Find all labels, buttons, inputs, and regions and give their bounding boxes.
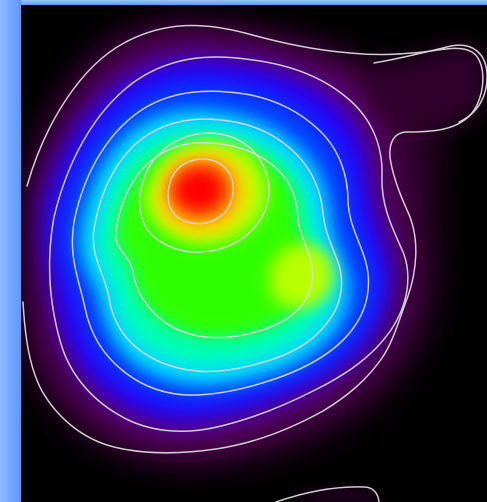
heatmap-fills xyxy=(21,21,487,502)
contour-blue xyxy=(71,90,370,396)
red-peak-region xyxy=(173,168,223,211)
lime-lobe-right xyxy=(268,243,335,309)
contour-core xyxy=(167,158,235,225)
contour-outer-violet xyxy=(48,56,409,432)
contour-lines xyxy=(22,24,487,502)
bottom-right-halo-fragment xyxy=(283,488,381,502)
contour-outer xyxy=(22,24,484,454)
heatmap-panel xyxy=(21,5,487,502)
contour-yellow xyxy=(138,132,270,253)
upper-right-halo-tail xyxy=(366,43,487,131)
contour-green xyxy=(114,141,314,339)
contour-bottom-right-fragment xyxy=(275,486,380,502)
contour-upper-right-tail xyxy=(373,44,487,123)
contour-cyan xyxy=(92,118,343,373)
top-frame xyxy=(0,0,487,5)
left-frame xyxy=(0,0,21,502)
heatmap-plot xyxy=(21,5,487,502)
